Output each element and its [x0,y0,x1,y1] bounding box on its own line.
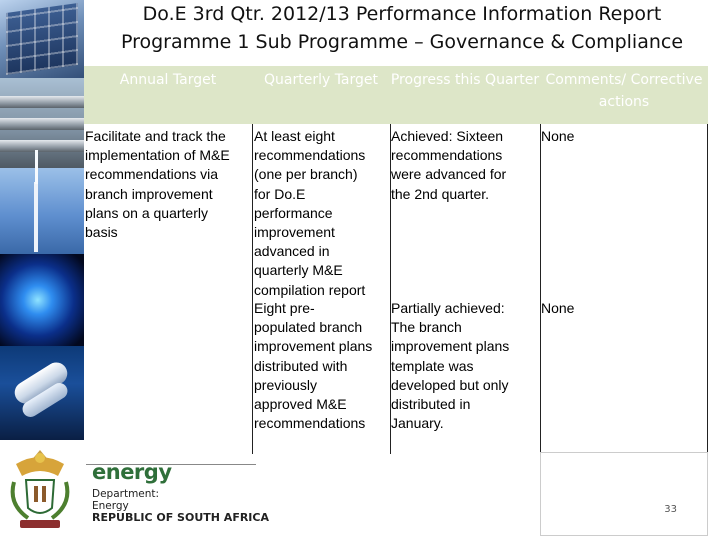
comments-cell: None [541,128,575,144]
column-divider [390,124,391,454]
footer: energy Department: Energy REPUBLIC OF SO… [0,440,720,540]
column-divider [252,124,253,454]
comments-cell: None [541,300,575,316]
slide-title: Do.E 3rd Qtr. 2012/13 Performance Inform… [84,0,720,56]
department-block: Department: Energy REPUBLIC OF SOUTH AFR… [92,488,269,524]
quarterly-target-cell: Eight pre- populated branch improvement … [254,300,373,432]
title-line-1: Do.E 3rd Qtr. 2012/13 Performance Inform… [142,3,662,25]
table-header: Annual Target Quarterly Target Progress … [84,66,708,124]
page-number: 33 [664,504,677,515]
dept-name: Energy [92,500,129,512]
solar-panel-image [0,0,84,78]
country-label: REPUBLIC OF SOUTH AFRICA [92,511,269,524]
header-quarterly-target: Quarterly Target [263,72,379,88]
gas-flame-image [0,254,84,346]
brand-energy: energy [92,460,172,484]
coat-of-arms-icon [6,446,74,534]
title-line-2: Programme 1 Sub Programme – Governance &… [120,31,684,53]
cfl-bulb-image [0,346,84,440]
column-divider [707,124,708,454]
column-divider [540,124,541,454]
header-annual-target: Annual Target [119,72,217,88]
header-progress: Progress this Quarter [390,72,540,88]
wind-turbine-image [0,150,84,254]
dept-label: Department: [92,488,160,500]
progress-cell: Achieved: Sixteen recommendations were a… [391,128,507,202]
progress-cell: Partially achieved: The branch improveme… [391,300,510,432]
pipeline-image [0,78,84,168]
energy-image-strip [0,0,84,440]
quarterly-target-cell: At least eight recommendations (one per … [254,128,366,298]
brand-divider [86,464,256,465]
page-number-box: 33 [540,452,708,536]
annual-target-cell: Facilitate and track the implementation … [85,128,230,241]
header-comments: Comments/ Corrective actions [545,72,703,110]
